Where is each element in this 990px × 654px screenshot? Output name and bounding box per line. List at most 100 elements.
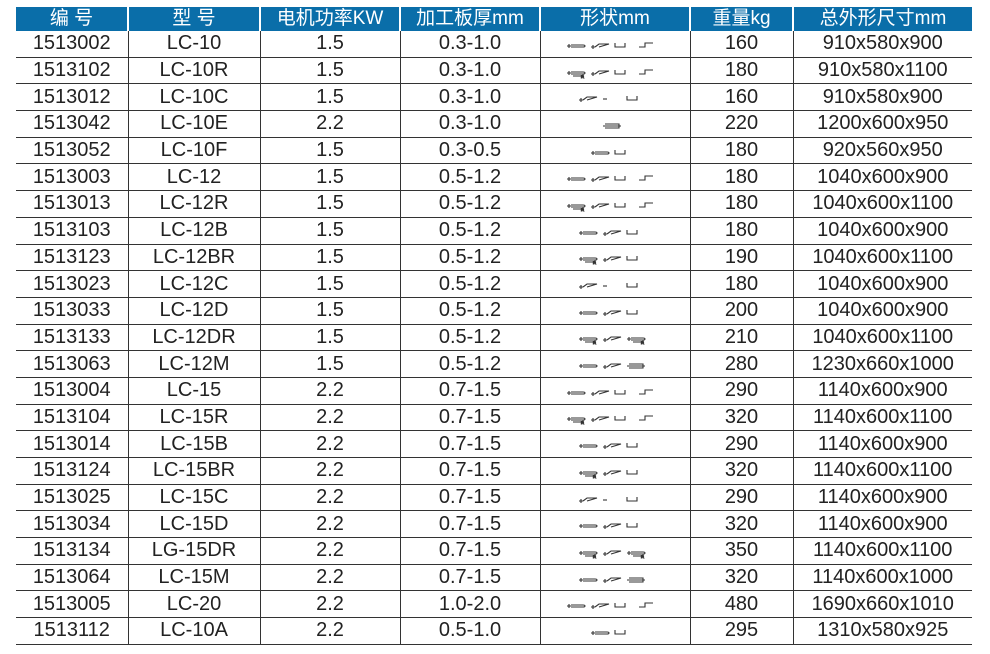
table-row: 1513134 LG-15DR 2.2 0.7-1.5 R R 350 1140x600x11… [16, 537, 972, 565]
profile-shapes-icon [591, 149, 626, 155]
model-cell: LC-15R [127, 404, 260, 432]
profile-shapes-icon [579, 96, 638, 103]
product-code-cell: 1513064 [16, 564, 128, 592]
profile-shapes-cell [539, 31, 690, 58]
sheet-thickness-cell: 0.7-1.5 [399, 404, 540, 432]
motor-power-cell: 1.5 [259, 324, 400, 352]
u-shape-icon [626, 283, 638, 288]
sheet-thickness-cell: 0.7-1.5 [399, 510, 540, 539]
weight-cell: 210 [689, 324, 793, 352]
model-cell: LC-12BR [127, 244, 260, 272]
product-code-cell: 1513124 [16, 457, 128, 485]
profile-shapes-cell: R [539, 457, 690, 485]
table-row: 1513004 LC-15 2.2 0.7-1.5 290 1140x600x900 [16, 377, 972, 405]
u-shape-icon [626, 96, 638, 101]
table-row: 1513014 LC-15B 2.2 0.7-1.5 290 1140x600x900 [16, 430, 972, 458]
z-shape-icon [639, 202, 653, 208]
overall-dimensions-cell: 1040x600x1100 [792, 324, 972, 352]
table-row: 1513052 LC-10F 1.5 0.3-0.5 180 920x560x950 [16, 137, 972, 165]
motor-power-cell: 2.2 [259, 430, 400, 458]
table-row: 1513012 LC-10C 1.5 0.3-1.0 160 910x580x900 [16, 83, 972, 112]
motor-power-cell: 1.5 [259, 57, 400, 85]
table-row: 1513103 LC-12B 1.5 0.5-1.2 180 1040x600x900 [16, 217, 972, 245]
profile-shapes-icon [579, 577, 645, 583]
overall-dimensions-cell: 1040x600x900 [792, 217, 972, 245]
profile-shapes-cell [539, 83, 690, 112]
product-code-cell: 1513003 [16, 163, 128, 192]
overall-dimensions-cell: 1140x600x900 [792, 510, 972, 539]
svg-text:R: R [593, 260, 596, 265]
hem-shape-icon [591, 150, 610, 155]
weight-cell: 180 [689, 190, 793, 218]
hemR-shape-icon: R [567, 417, 586, 425]
sheet-thickness-cell: 0.5-1.2 [399, 244, 540, 272]
u-shape-icon [626, 443, 638, 448]
sheet-thickness-cell: 0.5-1.2 [399, 270, 540, 298]
weight-cell: 160 [689, 31, 793, 58]
overall-dimensions-cell: 1140x600x900 [792, 430, 972, 458]
overall-dimensions-cell: 1140x600x1000 [792, 564, 972, 592]
profile-shapes-icon [579, 229, 638, 236]
motor-power-cell: 1.5 [259, 137, 400, 165]
hem-shape-icon [591, 630, 610, 635]
motor-power-cell: 2.2 [259, 484, 400, 512]
product-code-cell: 1513063 [16, 350, 128, 378]
overall-dimensions-cell: 1040x600x1100 [792, 190, 972, 218]
sheet-thickness-cell: 0.3-1.0 [399, 57, 540, 85]
profile-shapes-cell: R [539, 190, 690, 218]
hem-shape-icon [579, 444, 598, 449]
profile-shapes-cell [539, 510, 690, 539]
profile-shapes-cell [539, 350, 690, 378]
svg-text:R: R [581, 207, 584, 212]
hemR-shape-icon: R [579, 470, 598, 479]
table-row: 1513034 LC-15D 2.2 0.7-1.5 320 1140x600x900 [16, 510, 972, 539]
profile-shapes-cell [539, 430, 690, 458]
sheet-thickness-cell: 0.7-1.5 [399, 377, 540, 405]
model-cell: LC-10R [127, 57, 260, 85]
hem-shape-icon [579, 577, 598, 582]
motor-power-cell: 2.2 [259, 404, 400, 432]
model-cell: LC-12B [127, 217, 260, 245]
svg-text:R: R [641, 340, 644, 345]
curl-shape-icon [579, 96, 598, 103]
sheet-thickness-cell: 0.5-1.0 [399, 617, 540, 645]
product-code-cell: 1513033 [16, 297, 128, 325]
curl-shape-icon [591, 416, 610, 423]
product-code-cell: 1513052 [16, 137, 128, 165]
profile-shapes-cell [539, 617, 690, 645]
sheet-thickness-cell: 0.5-1.2 [399, 163, 540, 192]
table-row: 1513025 LC-15C 2.2 0.7-1.5 290 1140x600x900 [16, 484, 972, 512]
curl-shape-icon [603, 470, 622, 476]
z-shape-icon [639, 175, 653, 181]
overall-dimensions-cell: 1200x600x950 [792, 110, 972, 138]
motor-power-cell: 1.5 [259, 83, 400, 112]
sheet-thickness-cell: 0.3-0.5 [399, 137, 540, 165]
hem-shape-icon [579, 524, 598, 529]
overall-dimensions-cell: 910x580x900 [792, 31, 972, 58]
u-shape-icon [626, 309, 638, 315]
table-row: 1513002 LC-10 1.5 0.3-1.0 160 910x580x900 [16, 31, 972, 58]
motor-power-cell: 2.2 [259, 564, 400, 592]
profile-shapes-icon [567, 602, 653, 610]
model-cell: LC-12DR [127, 324, 260, 352]
box-shape-icon [603, 123, 621, 129]
svg-text:R: R [593, 554, 596, 559]
u-shape-icon [626, 496, 638, 502]
profile-shapes-icon [579, 363, 645, 370]
product-code-cell: 1513034 [16, 510, 128, 539]
motor-power-cell: 2.2 [259, 617, 400, 645]
table-row: 1513133 LC-12DR 1.5 0.5-1.2 R R 210 1040x600x11… [16, 324, 972, 352]
sheet-thickness-cell: 0.5-1.2 [399, 350, 540, 378]
table-row: 1513013 LC-12R 1.5 0.5-1.2 R 180 1040x600x1100 [16, 190, 972, 218]
u-shape-icon [626, 229, 638, 235]
hemR-shape-icon: R [579, 257, 598, 265]
product-code-cell: 1513004 [16, 377, 128, 405]
profile-shapes-cell [539, 270, 690, 298]
profile-shapes-cell: R [539, 244, 690, 272]
weight-cell: 295 [689, 617, 793, 645]
model-cell: LC-15D [127, 510, 260, 539]
curl-shape-icon [591, 69, 610, 76]
